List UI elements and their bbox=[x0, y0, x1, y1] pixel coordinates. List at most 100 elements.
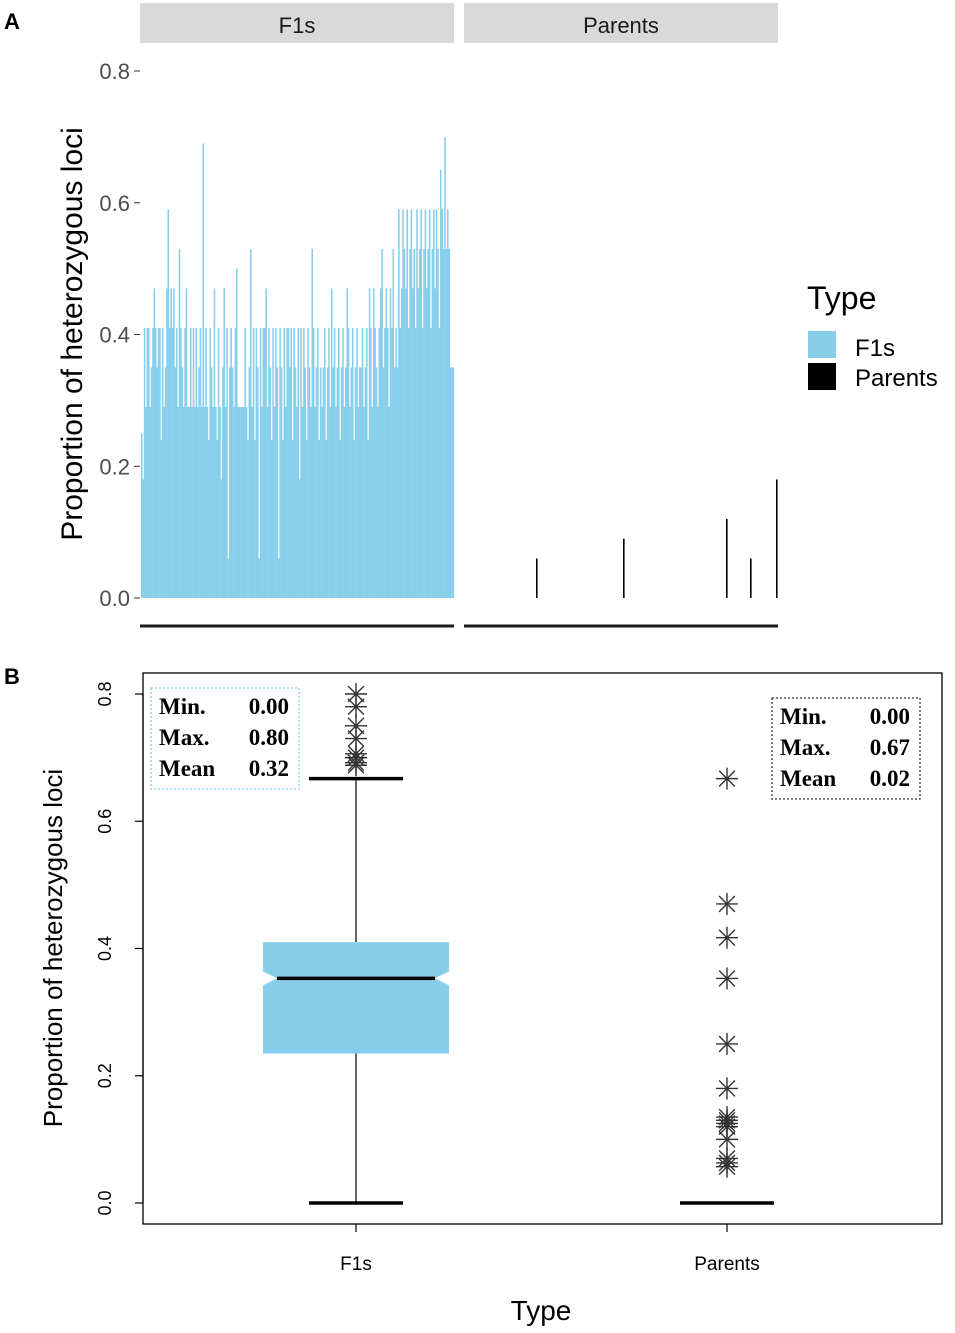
bar-f1s bbox=[391, 327, 393, 598]
bar-f1s bbox=[364, 367, 367, 598]
panel-b-x-axis-label: Type bbox=[511, 1295, 572, 1326]
bar-f1s bbox=[198, 367, 200, 598]
bar-f1s bbox=[314, 406, 316, 598]
bar-f1s bbox=[339, 439, 341, 598]
bar-f1s bbox=[346, 288, 348, 598]
bar-f1s bbox=[433, 209, 435, 598]
bar-f1s bbox=[150, 367, 153, 598]
bar-f1s bbox=[180, 327, 182, 598]
bar-f1s bbox=[398, 209, 400, 598]
bar-f1s bbox=[265, 288, 267, 598]
bar-f1s bbox=[301, 406, 304, 598]
bar-f1s bbox=[287, 327, 290, 598]
bar-f1s bbox=[154, 327, 157, 598]
stats-f1s-mean-label: Mean bbox=[159, 756, 215, 781]
bar-f1s bbox=[173, 288, 175, 598]
x-tick-label-parents: Parents bbox=[694, 1254, 759, 1275]
bar-f1s bbox=[178, 248, 181, 599]
bar-f1s bbox=[161, 327, 164, 598]
bar-f1s bbox=[307, 327, 309, 598]
legend-swatch-f1s bbox=[808, 331, 836, 358]
bar-f1s bbox=[189, 327, 192, 598]
bar-f1s bbox=[213, 288, 216, 598]
bar-f1s bbox=[284, 406, 287, 598]
bar-f1s bbox=[447, 209, 449, 598]
bar-f1s bbox=[407, 327, 410, 598]
bar-f1s bbox=[331, 288, 333, 598]
bar-f1s bbox=[318, 439, 321, 598]
bar-f1s bbox=[230, 327, 232, 598]
bar-f1s bbox=[311, 248, 314, 599]
bar-f1s bbox=[273, 406, 276, 598]
bar-f1s bbox=[226, 327, 228, 598]
bar-f1s bbox=[333, 327, 336, 598]
bar-f1s bbox=[262, 327, 265, 598]
bar-f1s bbox=[248, 367, 251, 598]
bar-f1s bbox=[159, 327, 161, 598]
bar-f1s bbox=[414, 327, 417, 598]
stats-parents-max-value: 0.67 bbox=[870, 735, 910, 760]
box-parents bbox=[680, 767, 774, 1205]
bar-f1s bbox=[185, 288, 188, 598]
bar-f1s bbox=[240, 406, 242, 598]
bar-f1s bbox=[367, 439, 369, 598]
bar-f1s bbox=[304, 367, 307, 598]
outlier-point bbox=[716, 967, 738, 990]
y-tick-label: 0.8 bbox=[95, 681, 115, 706]
bar-f1s bbox=[437, 248, 439, 599]
bar-f1s bbox=[209, 327, 212, 598]
y-tick-label: 0.4 bbox=[99, 323, 130, 348]
bar-parents bbox=[776, 479, 778, 598]
bar-f1s bbox=[160, 439, 163, 598]
y-tick-label: 0.8 bbox=[99, 59, 130, 84]
bar-f1s bbox=[421, 327, 424, 598]
legend-label-f1s: F1s bbox=[855, 335, 895, 362]
legend-title: Type bbox=[807, 280, 876, 316]
bar-f1s bbox=[413, 248, 416, 599]
bar-f1s bbox=[296, 406, 298, 598]
bar-f1s bbox=[417, 288, 420, 598]
stats-parents-mean-label: Mean bbox=[780, 766, 836, 791]
bar-f1s bbox=[419, 248, 421, 599]
bar-f1s bbox=[157, 327, 160, 598]
bar-f1s bbox=[191, 406, 193, 598]
bar-f1s bbox=[149, 406, 151, 598]
bar-f1s bbox=[297, 327, 300, 598]
bar-f1s bbox=[445, 248, 448, 599]
bar-f1s bbox=[434, 288, 436, 598]
bar-f1s bbox=[187, 406, 189, 598]
outlier-point bbox=[716, 1032, 738, 1055]
facet-label-parents: Parents bbox=[583, 13, 659, 38]
stats-f1s-mean-value: 0.32 bbox=[249, 756, 289, 781]
bar-f1s bbox=[247, 439, 249, 598]
outlier-point bbox=[716, 926, 738, 949]
bar-f1s bbox=[322, 367, 325, 598]
bar-f1s bbox=[182, 406, 185, 598]
legend-swatch-parents bbox=[808, 363, 836, 390]
y-tick-label: 0.6 bbox=[95, 809, 115, 834]
bar-f1s bbox=[298, 479, 301, 598]
bar-f1s bbox=[319, 367, 322, 598]
bar-f1s bbox=[227, 558, 230, 598]
bar-f1s bbox=[170, 288, 172, 598]
bar-f1s bbox=[365, 327, 368, 598]
bar-f1s bbox=[444, 136, 446, 598]
bar-f1s bbox=[143, 327, 146, 598]
bar-f1s bbox=[261, 406, 263, 598]
bar-f1s bbox=[392, 248, 395, 599]
bar-f1s bbox=[350, 367, 353, 598]
bar-f1s bbox=[384, 327, 386, 598]
bar-f1s bbox=[202, 143, 205, 598]
bar-f1s bbox=[378, 327, 381, 598]
bar-f1s bbox=[317, 327, 319, 598]
bar-f1s bbox=[441, 209, 443, 598]
bar-f1s bbox=[199, 327, 202, 598]
bar-f1s bbox=[393, 367, 396, 598]
bar-f1s bbox=[427, 248, 429, 599]
bar-f1s bbox=[321, 406, 323, 598]
bar-f1s bbox=[216, 439, 219, 598]
bar-f1s bbox=[430, 327, 432, 598]
bar-f1s bbox=[171, 327, 174, 598]
bar-f1s bbox=[426, 288, 428, 598]
bar-f1s bbox=[233, 406, 235, 598]
